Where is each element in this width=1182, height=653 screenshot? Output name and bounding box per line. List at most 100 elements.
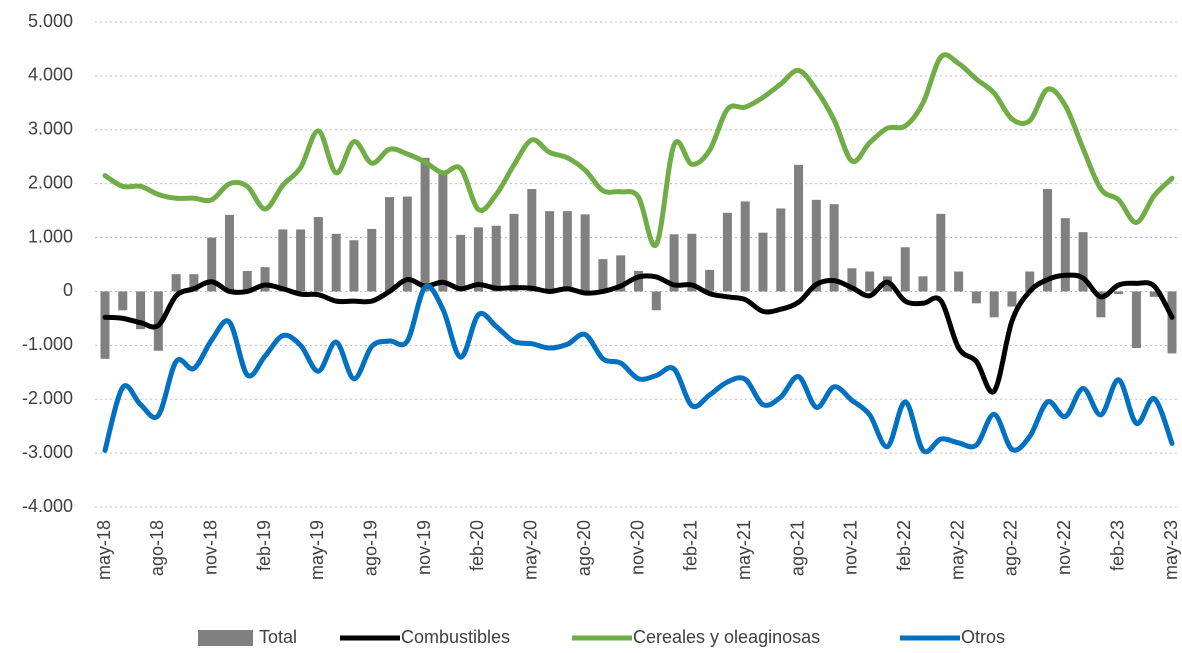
bar [811, 199, 821, 292]
bar [1096, 291, 1106, 318]
bar [865, 271, 875, 292]
x-tick-label: nov-20 [627, 520, 647, 575]
bar [473, 227, 483, 292]
bar [491, 225, 501, 292]
y-tick-label: -1.000 [22, 334, 73, 354]
bar [669, 234, 679, 292]
bar [1131, 291, 1141, 349]
bar [1114, 291, 1124, 295]
bar [171, 274, 181, 292]
bar [1149, 291, 1159, 297]
bar [545, 211, 555, 292]
bar [136, 291, 146, 330]
bar [829, 204, 839, 292]
bar [189, 274, 199, 292]
x-tick-label: feb-22 [894, 520, 914, 571]
y-tick-label: 0 [63, 280, 73, 300]
y-tick-label: -4.000 [22, 496, 73, 516]
bar [900, 247, 910, 292]
x-tick-label: may-23 [1161, 520, 1181, 580]
x-tick-label: nov-18 [200, 520, 220, 575]
y-tick-label: 4.000 [28, 65, 73, 85]
bar [385, 197, 395, 292]
x-tick-label: nov-21 [841, 520, 861, 575]
line [102, 283, 1175, 455]
x-tick-label: nov-19 [414, 520, 434, 575]
bar [936, 213, 946, 292]
y-tick-label: 2.000 [28, 172, 73, 192]
y-tick-label: -3.000 [22, 442, 73, 462]
bar [527, 189, 537, 292]
bar [402, 196, 412, 292]
legend-label: Cereales y oleaginosas [633, 627, 820, 647]
bar [349, 240, 359, 292]
bar [224, 214, 234, 292]
bar [598, 259, 608, 292]
x-tick-label: may-21 [734, 520, 754, 580]
line [102, 272, 1175, 395]
legend-label: Otros [961, 627, 1005, 647]
bar [118, 291, 128, 311]
bar [954, 271, 964, 292]
y-tick-label: 3.000 [28, 119, 73, 139]
bar [794, 164, 804, 292]
x-tick-label: may-20 [521, 520, 541, 580]
bar [1007, 291, 1017, 307]
y-tick-label: 5.000 [28, 11, 73, 31]
x-tick-label: may-18 [94, 520, 114, 580]
legend-label: Total [259, 627, 297, 647]
x-tick-label: may-19 [307, 520, 327, 580]
x-tick-label: feb-20 [467, 520, 487, 571]
bar [1025, 271, 1035, 292]
bar [580, 214, 590, 292]
x-tick-label: nov-22 [1054, 520, 1074, 575]
bar [1078, 232, 1088, 292]
bar [509, 213, 519, 292]
bar [100, 291, 110, 359]
bar [242, 270, 252, 292]
x-tick-label: ago-19 [361, 520, 381, 576]
bar [651, 291, 661, 311]
bar [847, 268, 857, 292]
x-tick-label: ago-20 [574, 520, 594, 576]
bar [616, 255, 626, 292]
bar [562, 211, 572, 292]
x-tick-label: may-22 [947, 520, 967, 580]
bar [687, 233, 697, 292]
bar [260, 267, 270, 292]
bar [1043, 189, 1053, 292]
x-tick-label: feb-23 [1107, 520, 1127, 571]
bar [331, 233, 341, 292]
bar [971, 291, 981, 304]
bar [1167, 291, 1177, 354]
bar [758, 232, 768, 292]
bar [776, 208, 786, 292]
bar [705, 269, 715, 292]
bar [634, 270, 643, 292]
y-tick-label: -2.000 [22, 388, 73, 408]
bar [740, 201, 750, 292]
x-tick-label: ago-22 [1001, 520, 1021, 576]
x-tick-label: feb-19 [254, 520, 274, 571]
bar [367, 228, 377, 292]
legend-swatch [198, 630, 253, 646]
bar [456, 234, 466, 292]
bar [420, 157, 430, 292]
bar [313, 217, 323, 292]
x-tick-label: ago-18 [147, 520, 167, 576]
bar [153, 291, 163, 351]
bar [207, 237, 217, 292]
legend-label: Combustibles [401, 627, 510, 647]
y-tick-label: 1.000 [28, 226, 73, 246]
bar [989, 291, 999, 318]
x-tick-label: ago-21 [787, 520, 807, 576]
bar [1060, 218, 1070, 292]
line [102, 52, 1175, 249]
bar [722, 212, 732, 292]
x-tick-label: feb-21 [681, 520, 701, 571]
bar [296, 229, 306, 292]
bar [918, 276, 928, 292]
bar [278, 229, 288, 292]
bar [438, 172, 448, 292]
